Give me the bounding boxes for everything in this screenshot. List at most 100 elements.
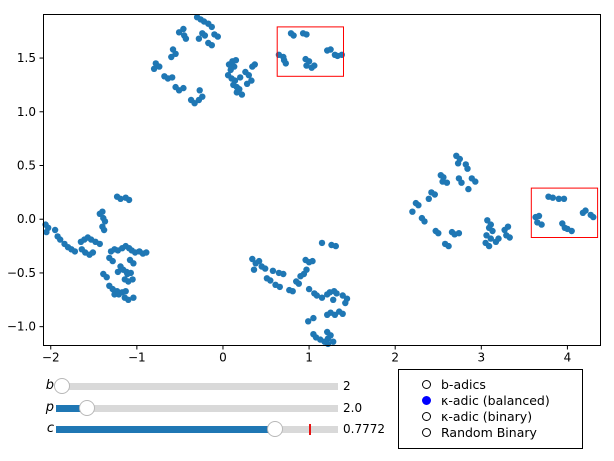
x-axis-tick-label: 3 bbox=[477, 351, 485, 365]
slider-p-fill bbox=[56, 404, 88, 412]
y-axis-tick-label: 0.5 bbox=[17, 158, 36, 172]
radio-option-random-binary[interactable]: Random Binary bbox=[399, 424, 582, 440]
scatter-point bbox=[590, 213, 597, 221]
radio-circle-icon[interactable] bbox=[422, 379, 431, 389]
y-axis-tick-label: −1.0 bbox=[7, 320, 36, 334]
scatter-point bbox=[311, 62, 318, 69]
slider-p-value: 2.0 bbox=[343, 401, 363, 415]
slider-p-track[interactable] bbox=[56, 400, 338, 416]
scatter-point bbox=[464, 165, 471, 172]
scatter-point bbox=[233, 89, 240, 96]
scatter-point bbox=[435, 230, 442, 237]
scatter-point bbox=[251, 61, 258, 68]
scatter-point bbox=[175, 29, 183, 36]
scatter-point bbox=[282, 60, 289, 67]
scatter-point bbox=[310, 314, 317, 322]
scatter-point bbox=[421, 218, 428, 225]
scatter-point bbox=[280, 270, 287, 278]
scatter-point bbox=[339, 310, 346, 317]
scatter-point bbox=[267, 277, 274, 284]
x-axis-tick-label: 0 bbox=[219, 351, 227, 365]
scatter-point bbox=[289, 288, 296, 295]
scatter-point bbox=[227, 66, 234, 74]
scatter-point bbox=[117, 195, 124, 202]
scatter-point bbox=[309, 257, 316, 265]
scatter-point bbox=[214, 33, 221, 40]
scatter-point bbox=[409, 208, 416, 215]
slider-c-handle[interactable] bbox=[267, 421, 284, 437]
scatter-point bbox=[262, 265, 269, 272]
scatter-point bbox=[458, 179, 465, 186]
scatter-point bbox=[568, 227, 575, 235]
scatter-point bbox=[248, 77, 255, 84]
x-axis-tick-label: 2 bbox=[391, 351, 399, 365]
radio-option-label: Random Binary bbox=[441, 424, 537, 440]
scatter-point bbox=[100, 226, 108, 234]
scatter-point bbox=[455, 230, 463, 237]
scatter-point bbox=[415, 202, 422, 209]
scatter-point bbox=[465, 185, 472, 193]
slider-p-handle[interactable] bbox=[79, 400, 96, 416]
scatter-point bbox=[303, 62, 310, 69]
slider-row-p: p 2.0 bbox=[0, 400, 614, 416]
scatter-point bbox=[269, 267, 277, 274]
scatter-point bbox=[150, 65, 158, 73]
y-axis-tick-label: −0.5 bbox=[7, 266, 36, 280]
x-axis-tick-label: −2 bbox=[42, 351, 60, 365]
scatter-point bbox=[549, 194, 556, 201]
radio-option-kappa-adic-binary[interactable]: κ-adic (binary) bbox=[399, 408, 582, 424]
scatter-point bbox=[127, 269, 134, 277]
scatter-point bbox=[425, 195, 432, 202]
slider-b-handle[interactable] bbox=[54, 378, 70, 394]
radio-option-label: κ-adic (balanced) bbox=[441, 392, 550, 408]
scatter-point bbox=[125, 296, 132, 303]
scatter-point bbox=[297, 273, 304, 280]
slider-row-b: b 2 bbox=[0, 378, 614, 394]
scatter-point bbox=[333, 290, 340, 297]
scatter-point bbox=[318, 294, 326, 301]
scatter-point bbox=[342, 299, 349, 307]
scatter-point bbox=[169, 74, 176, 81]
scatter-point bbox=[71, 248, 79, 255]
scatter-point bbox=[182, 35, 190, 42]
scatter-point bbox=[555, 195, 562, 202]
x-axis-tick-label: −1 bbox=[128, 351, 146, 365]
scatter-point bbox=[472, 178, 479, 185]
scatter-point bbox=[43, 228, 50, 236]
scatter-point bbox=[114, 268, 122, 276]
slider-c-track[interactable] bbox=[56, 421, 338, 437]
radio-circle-icon[interactable] bbox=[422, 395, 431, 405]
radio-option-kappa-adic-balanced[interactable]: κ-adic (balanced) bbox=[399, 392, 582, 408]
radio-option-label: b-adics bbox=[441, 376, 486, 392]
scatter-point bbox=[290, 32, 297, 39]
scatter-point bbox=[330, 338, 337, 345]
y-axis-tick-label: 1.5 bbox=[17, 51, 36, 65]
highlight-box bbox=[530, 187, 599, 239]
scatter-point bbox=[156, 63, 163, 70]
scatter-point bbox=[431, 191, 438, 198]
slider-b-track[interactable] bbox=[54, 378, 338, 394]
slider-p-label: p bbox=[45, 400, 54, 415]
scatter-point bbox=[313, 292, 320, 299]
radio-circle-icon[interactable] bbox=[422, 427, 431, 437]
scatter-point bbox=[101, 218, 109, 225]
scatter-point bbox=[303, 31, 310, 38]
scatter-point bbox=[330, 296, 337, 303]
scatter-point bbox=[57, 236, 64, 243]
scatter-point bbox=[125, 196, 133, 204]
scatter-point bbox=[196, 87, 203, 94]
scatter-point bbox=[208, 42, 215, 49]
scatter-point bbox=[199, 93, 206, 100]
scatter-point bbox=[51, 226, 59, 234]
y-axis-tick-label: 1.0 bbox=[17, 105, 36, 119]
scatter-point bbox=[130, 260, 137, 267]
scatter-point bbox=[504, 223, 512, 230]
radio-option-b-adics[interactable]: b-adics bbox=[399, 376, 582, 392]
scatter-point bbox=[305, 285, 313, 293]
radio-circle-icon[interactable] bbox=[422, 411, 431, 421]
scatter-point bbox=[168, 53, 175, 61]
scatter-point bbox=[454, 160, 462, 167]
scatter-point bbox=[130, 294, 137, 301]
x-axis-tick-label: 4 bbox=[564, 351, 572, 365]
scatter-point bbox=[332, 242, 339, 250]
